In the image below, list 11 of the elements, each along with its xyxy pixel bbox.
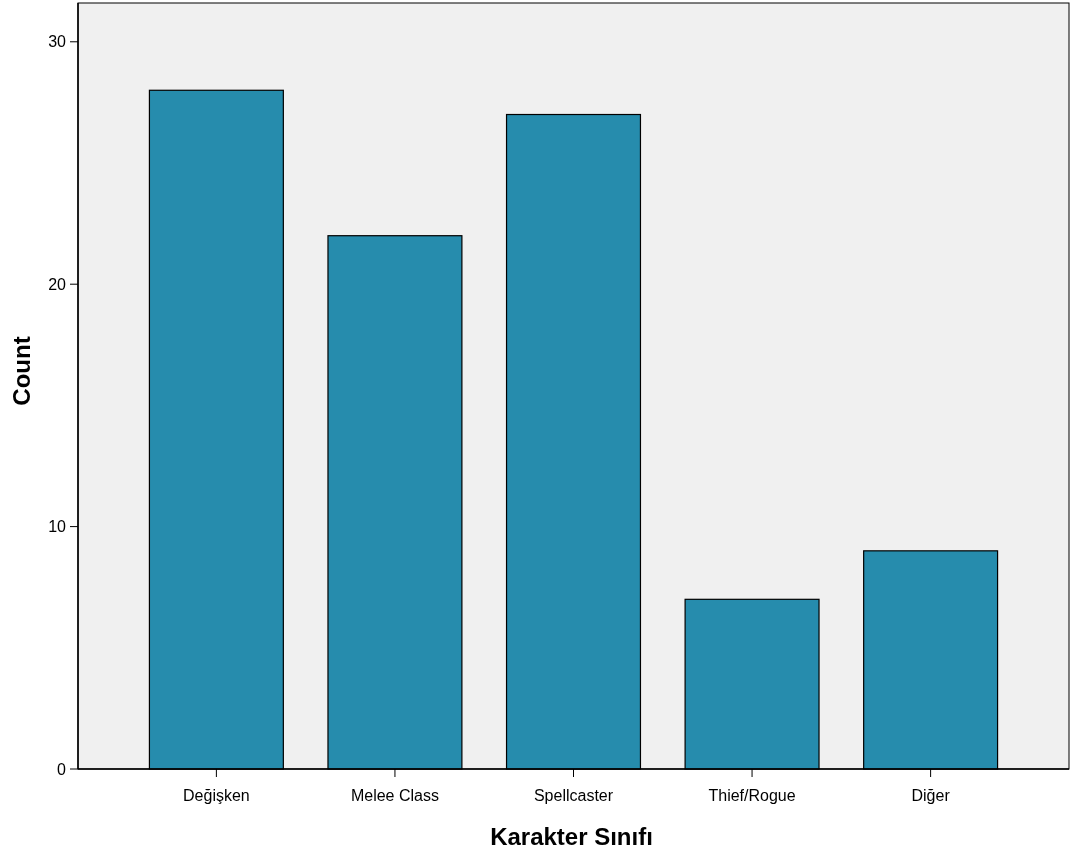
x-tick-label: Spellcaster <box>533 787 614 804</box>
y-tick-label: 10 <box>48 518 67 536</box>
y-tick-label: 0 <box>57 760 67 778</box>
x-tick-label: Thief/Rogue <box>708 787 796 804</box>
x-tick-label: Melee Class <box>350 787 439 804</box>
x-tick-label: Değişken <box>183 787 250 804</box>
x-tick-label: Diğer <box>911 787 951 804</box>
x-axis-title: Karakter Sınıfı <box>490 823 653 850</box>
y-tick-label: 30 <box>48 33 67 51</box>
y-axis-title: Count <box>8 336 35 406</box>
y-tick-label: 20 <box>48 275 67 293</box>
